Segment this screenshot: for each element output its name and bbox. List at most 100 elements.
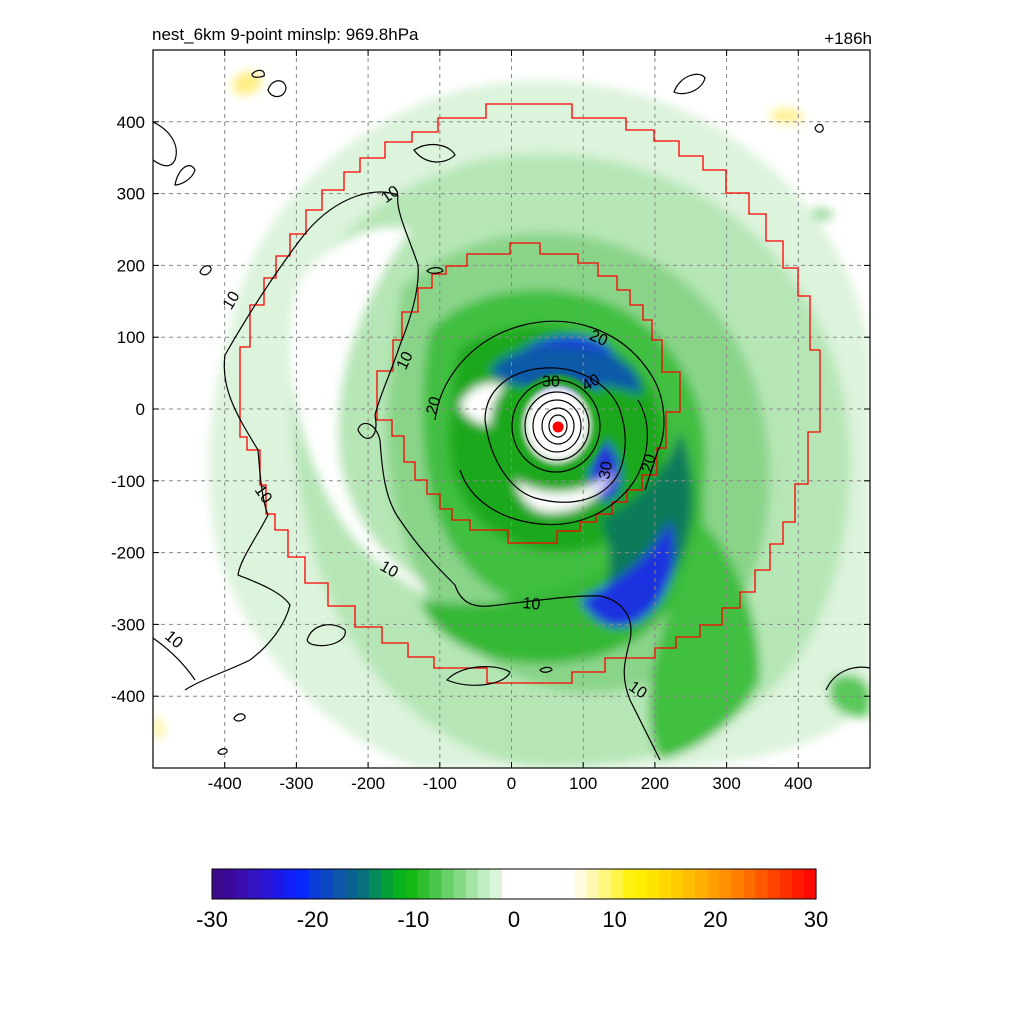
colorbar-swatch (405, 869, 418, 899)
colorbar-tick-label: 0 (508, 907, 520, 932)
contour-60-ring (532, 399, 582, 453)
contour-label-text: 10 (522, 595, 541, 613)
colorbar-swatch (598, 869, 612, 899)
colorbar-swatch (658, 869, 672, 899)
x-tick-label: 200 (641, 774, 669, 793)
contour-label: 20 (424, 395, 445, 417)
contour-loop-a (267, 80, 287, 98)
green-ne-blob (812, 207, 834, 221)
contour-label-text: 10 (377, 558, 401, 582)
colorbar-swatch (610, 869, 624, 899)
contour-nw-small (153, 121, 177, 167)
y-axis: 400 300 200 100 0 -100 -200 -300 -400 (111, 113, 870, 706)
colorbar-swatch (574, 869, 588, 899)
colorbar-swatch (393, 869, 406, 899)
colorbar-swatch (501, 869, 515, 899)
colorbar-swatch (695, 869, 708, 899)
colorbar-swatch (562, 869, 575, 899)
contour-10-sw (153, 637, 196, 681)
colorbar-tick-label: 10 (602, 907, 626, 932)
contour-10-outer-west (184, 191, 399, 691)
contour-50-ring (524, 391, 590, 461)
colorbar-swatch (707, 869, 720, 899)
colorbar-swatch (719, 869, 733, 899)
contour-label-text: 10 (220, 289, 244, 313)
chart-title: nest_6km 9-point minslp: 969.8hPa (152, 25, 419, 44)
contour-loop-k (814, 123, 824, 133)
colorbar-swatch (683, 869, 696, 899)
contour-label: 20 (587, 327, 610, 350)
contour-40-ring (511, 379, 601, 473)
yellow-sw (153, 717, 165, 739)
contour-label: 10 (522, 595, 541, 613)
grey-white-gap (290, 227, 460, 600)
contour-10-west-inner (357, 194, 661, 761)
forecast-hour-label: +186h (824, 29, 872, 48)
contour-label-text: 10 (394, 349, 417, 372)
contour-label: 10 (220, 289, 244, 313)
colorbar-swatch (453, 869, 467, 899)
colorbar-swatch (550, 869, 563, 899)
contour-label-text: 30 (542, 373, 560, 390)
contour-label-text: 20 (424, 395, 445, 417)
contour-nw-loop (174, 165, 196, 186)
contour-label: 30 (542, 373, 560, 390)
contour-loop-e (199, 265, 212, 276)
colorbar-swatch (296, 869, 310, 899)
colorbar-tick-label: -10 (397, 907, 429, 932)
colorbar-swatch (369, 869, 382, 899)
colorbar-labels: -30 -20 -10 0 10 20 30 (196, 907, 828, 932)
x-tick-label: -200 (351, 774, 385, 793)
outer-nest-boundary (239, 103, 821, 684)
contour-loop-j (217, 748, 228, 755)
colorbar (211, 868, 817, 900)
contour-loop-f (426, 267, 444, 274)
contour-label: 40 (579, 371, 603, 395)
x-tick-label: 300 (712, 774, 740, 793)
y-tick-label: 300 (117, 185, 145, 204)
colorbar-swatch (791, 869, 805, 899)
colorbar-swatch (586, 869, 600, 899)
colorbar-swatch (465, 869, 479, 899)
y-tick-label: 0 (136, 400, 145, 419)
contour-label: 10 (394, 349, 417, 372)
y-tick-label: 400 (117, 113, 145, 132)
contour-loop-b (251, 69, 265, 78)
x-tick-label: 0 (507, 774, 516, 793)
contour-20-ring (434, 320, 665, 491)
colorbar-frame (211, 868, 817, 900)
contour-70-ring (541, 407, 575, 445)
colorbar-swatch (248, 869, 261, 899)
white-gap-west (460, 383, 505, 425)
colorbar-swatch (803, 869, 817, 899)
contour-loop-h (446, 666, 511, 686)
colorbar-swatch (344, 869, 358, 899)
colorbar-swatch (224, 869, 237, 899)
colorbar-swatch (320, 869, 334, 899)
contour-lines (153, 69, 870, 761)
storm-center-marker (552, 421, 564, 433)
colorbar-swatch (212, 869, 225, 899)
y-tick-label: 200 (117, 256, 145, 275)
colorbar-swatch (622, 869, 636, 899)
colorbar-tick-label: 30 (804, 907, 828, 932)
x-tick-label: 100 (569, 774, 597, 793)
teal-north (490, 345, 641, 395)
colorbar-swatch (779, 869, 793, 899)
colorbar-swatch (646, 869, 660, 899)
contour-loop-l (539, 666, 553, 673)
contour-80-ring (548, 414, 568, 438)
y-tick-label: 100 (117, 328, 145, 347)
colorbar-swatch (356, 869, 370, 899)
x-tick-label: -100 (423, 774, 457, 793)
yellow-ne (770, 108, 805, 123)
colorbar-swatch (477, 869, 491, 899)
east-green-band (649, 520, 760, 760)
contour-label-text: 40 (579, 371, 603, 395)
colorbar-swatch (767, 869, 781, 899)
contour-loop-g (306, 624, 346, 647)
colorbar-swatch (381, 869, 394, 899)
colorbar-swatch (731, 869, 745, 899)
y-tick-label: -300 (111, 615, 145, 634)
